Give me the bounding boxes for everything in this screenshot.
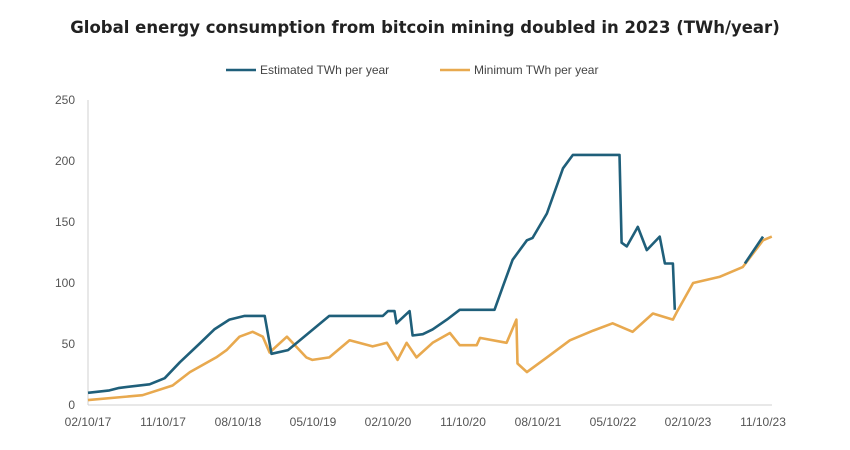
x-tick-label: 08/10/18 (215, 415, 262, 429)
y-tick-label: 100 (55, 276, 75, 290)
x-tick-label: 11/10/23 (740, 415, 786, 429)
x-tick-label: 05/10/22 (590, 415, 637, 429)
chart-title: Global energy consumption from bitcoin m… (70, 18, 780, 37)
legend-label-minimum: Minimum TWh per year (474, 63, 598, 77)
x-tick-label: 05/10/19 (290, 415, 337, 429)
x-tick-label: 02/10/23 (665, 415, 712, 429)
x-tick-label: 11/10/17 (140, 415, 186, 429)
x-tick-label: 02/10/17 (65, 415, 112, 429)
y-tick-label: 250 (55, 93, 75, 107)
legend-label-estimated: Estimated TWh per year (260, 63, 389, 77)
x-tick-label: 02/10/20 (365, 415, 412, 429)
y-tick-label: 200 (55, 154, 75, 168)
y-tick-label: 150 (55, 215, 75, 229)
series-line-minimum (87, 235, 773, 402)
x-tick-label: 08/10/21 (515, 415, 562, 429)
y-tick-label: 0 (68, 398, 75, 412)
legend: Estimated TWh per year Minimum TWh per y… (226, 63, 598, 77)
series-line-estimated (87, 153, 765, 395)
y-tick-label: 50 (62, 337, 76, 351)
x-tick-label: 11/10/20 (440, 415, 486, 429)
